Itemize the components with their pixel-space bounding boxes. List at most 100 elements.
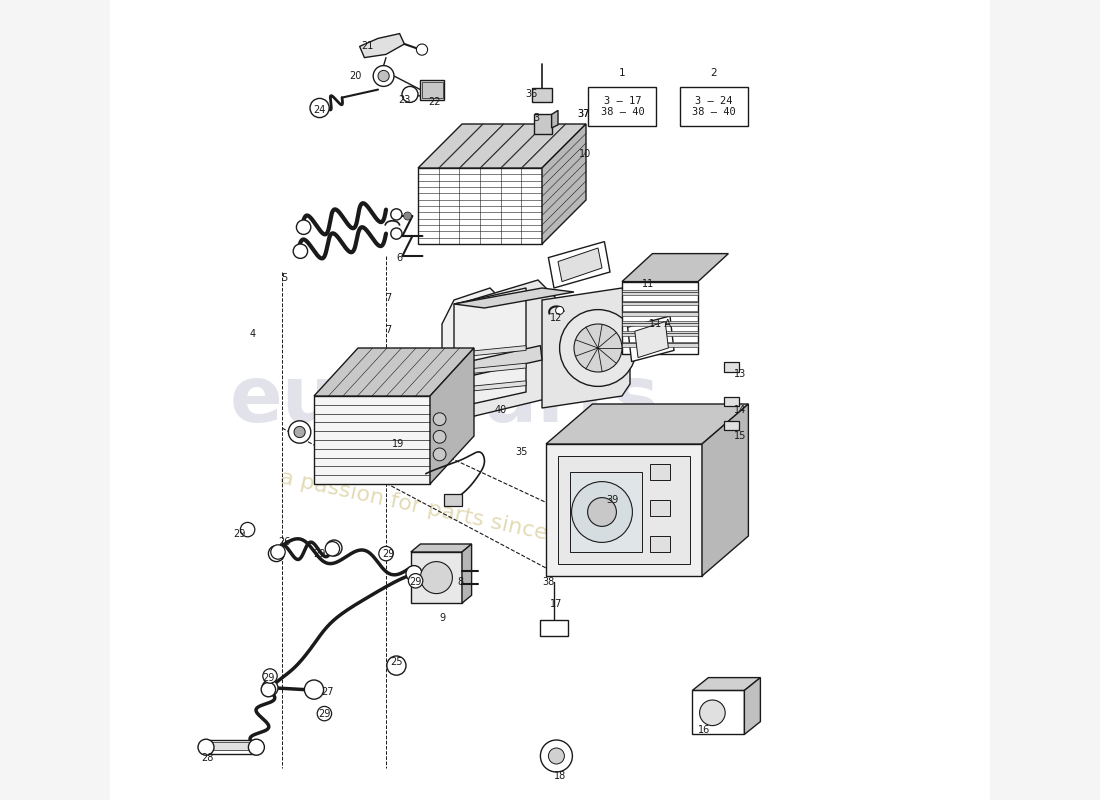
Polygon shape — [745, 678, 760, 734]
Circle shape — [373, 66, 394, 86]
Circle shape — [549, 748, 564, 764]
Circle shape — [417, 44, 428, 55]
Text: 12: 12 — [550, 314, 562, 323]
Polygon shape — [650, 464, 670, 480]
Polygon shape — [454, 288, 526, 408]
Polygon shape — [650, 536, 670, 552]
Polygon shape — [534, 114, 551, 134]
Polygon shape — [692, 678, 760, 690]
Text: 16: 16 — [697, 725, 710, 734]
Text: 14: 14 — [735, 405, 747, 414]
Text: 10: 10 — [579, 149, 592, 158]
Circle shape — [305, 680, 323, 699]
Polygon shape — [418, 124, 586, 168]
Polygon shape — [621, 321, 698, 326]
Circle shape — [540, 740, 572, 772]
Text: 36: 36 — [526, 90, 538, 99]
Circle shape — [378, 546, 393, 561]
Polygon shape — [360, 34, 405, 58]
Polygon shape — [205, 740, 258, 754]
Polygon shape — [500, 124, 546, 168]
Circle shape — [294, 426, 305, 438]
Circle shape — [560, 310, 637, 386]
Polygon shape — [558, 456, 690, 564]
Text: 35: 35 — [515, 447, 527, 457]
Circle shape — [420, 562, 452, 594]
Circle shape — [574, 324, 622, 372]
Text: 29: 29 — [262, 674, 275, 683]
Circle shape — [317, 706, 331, 721]
Text: 23: 23 — [398, 95, 410, 105]
Circle shape — [326, 540, 342, 556]
Text: 9: 9 — [439, 613, 446, 622]
Polygon shape — [205, 742, 255, 750]
Text: 26: 26 — [278, 538, 290, 547]
Polygon shape — [442, 288, 506, 420]
Text: 21: 21 — [362, 42, 374, 51]
Text: 4: 4 — [250, 330, 255, 339]
Circle shape — [378, 70, 389, 82]
Polygon shape — [621, 342, 698, 346]
Polygon shape — [650, 500, 670, 516]
Text: 7: 7 — [385, 325, 392, 334]
Circle shape — [408, 574, 422, 588]
Polygon shape — [546, 404, 748, 444]
Text: 2: 2 — [711, 68, 717, 78]
Text: 20: 20 — [350, 71, 362, 81]
Polygon shape — [628, 316, 674, 362]
Polygon shape — [314, 348, 474, 396]
Polygon shape — [621, 282, 698, 354]
Polygon shape — [444, 494, 462, 506]
Polygon shape — [521, 124, 566, 168]
Circle shape — [261, 682, 276, 697]
Circle shape — [198, 739, 214, 755]
Polygon shape — [532, 88, 552, 102]
Text: 27: 27 — [321, 687, 334, 697]
Text: 37: 37 — [578, 109, 590, 118]
Text: a passion for parts since 1985: a passion for parts since 1985 — [277, 467, 612, 557]
Text: 15: 15 — [734, 431, 747, 441]
Text: 29: 29 — [409, 578, 421, 587]
Polygon shape — [621, 301, 698, 306]
Circle shape — [249, 739, 264, 755]
Circle shape — [406, 566, 422, 582]
Polygon shape — [480, 124, 525, 168]
Polygon shape — [430, 348, 474, 484]
Polygon shape — [702, 404, 748, 576]
Text: 18: 18 — [553, 771, 565, 781]
Circle shape — [241, 522, 255, 537]
Polygon shape — [458, 280, 558, 420]
Polygon shape — [410, 544, 472, 552]
Polygon shape — [460, 124, 504, 168]
Circle shape — [572, 482, 632, 542]
Polygon shape — [540, 620, 568, 636]
Polygon shape — [725, 362, 739, 372]
Text: 7: 7 — [385, 293, 392, 302]
Polygon shape — [462, 544, 472, 603]
Polygon shape — [418, 168, 542, 244]
Text: 29: 29 — [314, 549, 326, 558]
Circle shape — [433, 448, 446, 461]
Text: 17: 17 — [550, 599, 562, 609]
Polygon shape — [621, 254, 728, 282]
Circle shape — [271, 545, 285, 559]
Text: 3: 3 — [534, 114, 539, 123]
Circle shape — [433, 430, 446, 443]
Polygon shape — [110, 0, 990, 800]
Polygon shape — [542, 288, 630, 408]
Polygon shape — [420, 80, 444, 100]
Text: 3 — 17
38 — 40: 3 — 17 38 — 40 — [601, 96, 645, 117]
Text: 29: 29 — [233, 530, 245, 539]
Text: 22: 22 — [429, 98, 441, 107]
Polygon shape — [725, 397, 739, 406]
Text: 19: 19 — [392, 439, 404, 449]
Text: europarts: europarts — [230, 362, 659, 438]
Polygon shape — [621, 331, 698, 336]
Polygon shape — [422, 82, 443, 98]
Text: 38: 38 — [542, 578, 554, 587]
Text: 29: 29 — [382, 549, 395, 558]
Text: 39: 39 — [606, 495, 618, 505]
Text: 29: 29 — [318, 709, 331, 718]
Circle shape — [326, 542, 340, 556]
Circle shape — [433, 413, 446, 426]
